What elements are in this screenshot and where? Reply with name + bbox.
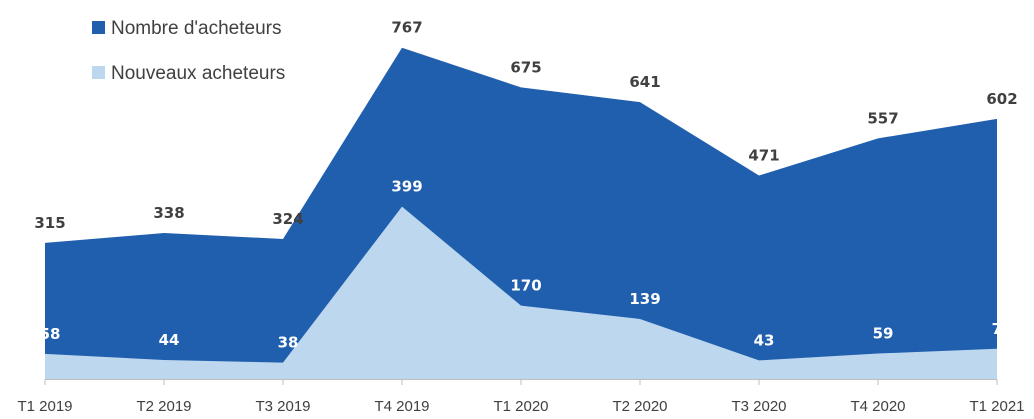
legend-label-total: Nombre d'acheteurs	[111, 18, 282, 39]
data-label-total: 315	[34, 214, 65, 232]
data-label-total: 557	[867, 109, 898, 127]
data-label-new: 139	[629, 290, 660, 308]
data-label-new: 70	[992, 320, 1013, 338]
x-tick-label: T3 2019	[255, 398, 310, 415]
legend-swatch-new	[92, 66, 105, 79]
x-tick-label: T4 2020	[850, 398, 905, 415]
data-label-total: 602	[986, 90, 1017, 108]
data-label-new: 170	[510, 277, 541, 295]
x-tick-label: T4 2019	[374, 398, 429, 415]
data-labels: 315 338 324 767 675 641 471 557 602 58 44 38 399 170 1…	[34, 19, 1017, 352]
x-tick-label: T1 2019	[17, 398, 72, 415]
data-label-new: 59	[873, 325, 894, 343]
x-tick-label: T1 2021	[969, 398, 1024, 415]
x-tick-label: T3 2020	[731, 398, 786, 415]
data-label-new: 44	[159, 331, 180, 349]
legend-swatch-total	[92, 21, 105, 34]
data-label-new: 43	[754, 331, 775, 349]
x-tick-label: T2 2019	[136, 398, 191, 415]
data-label-total: 471	[748, 147, 779, 165]
data-label-total: 767	[391, 19, 422, 37]
area-layer	[45, 47, 997, 379]
series-area-new	[45, 206, 997, 379]
data-label-total: 641	[629, 73, 660, 91]
legend-label-new: Nouveaux acheteurs	[111, 63, 285, 84]
x-tick-label: T2 2020	[612, 398, 667, 415]
x-tick-label: T1 2020	[493, 398, 548, 415]
data-label-new: 58	[40, 325, 61, 343]
data-label-new: 399	[391, 178, 422, 196]
data-label-total: 675	[510, 58, 541, 76]
data-label-total: 338	[153, 204, 184, 222]
legend: Nombre d'acheteurs Nouveaux acheteurs	[92, 18, 285, 84]
data-label-total: 324	[272, 210, 303, 228]
data-label-new: 38	[278, 334, 299, 352]
series-area-total	[45, 47, 997, 379]
x-axis: T1 2019 T2 2019 T3 2019 T4 2019 T1 2020 T2 20…	[17, 379, 1025, 415]
